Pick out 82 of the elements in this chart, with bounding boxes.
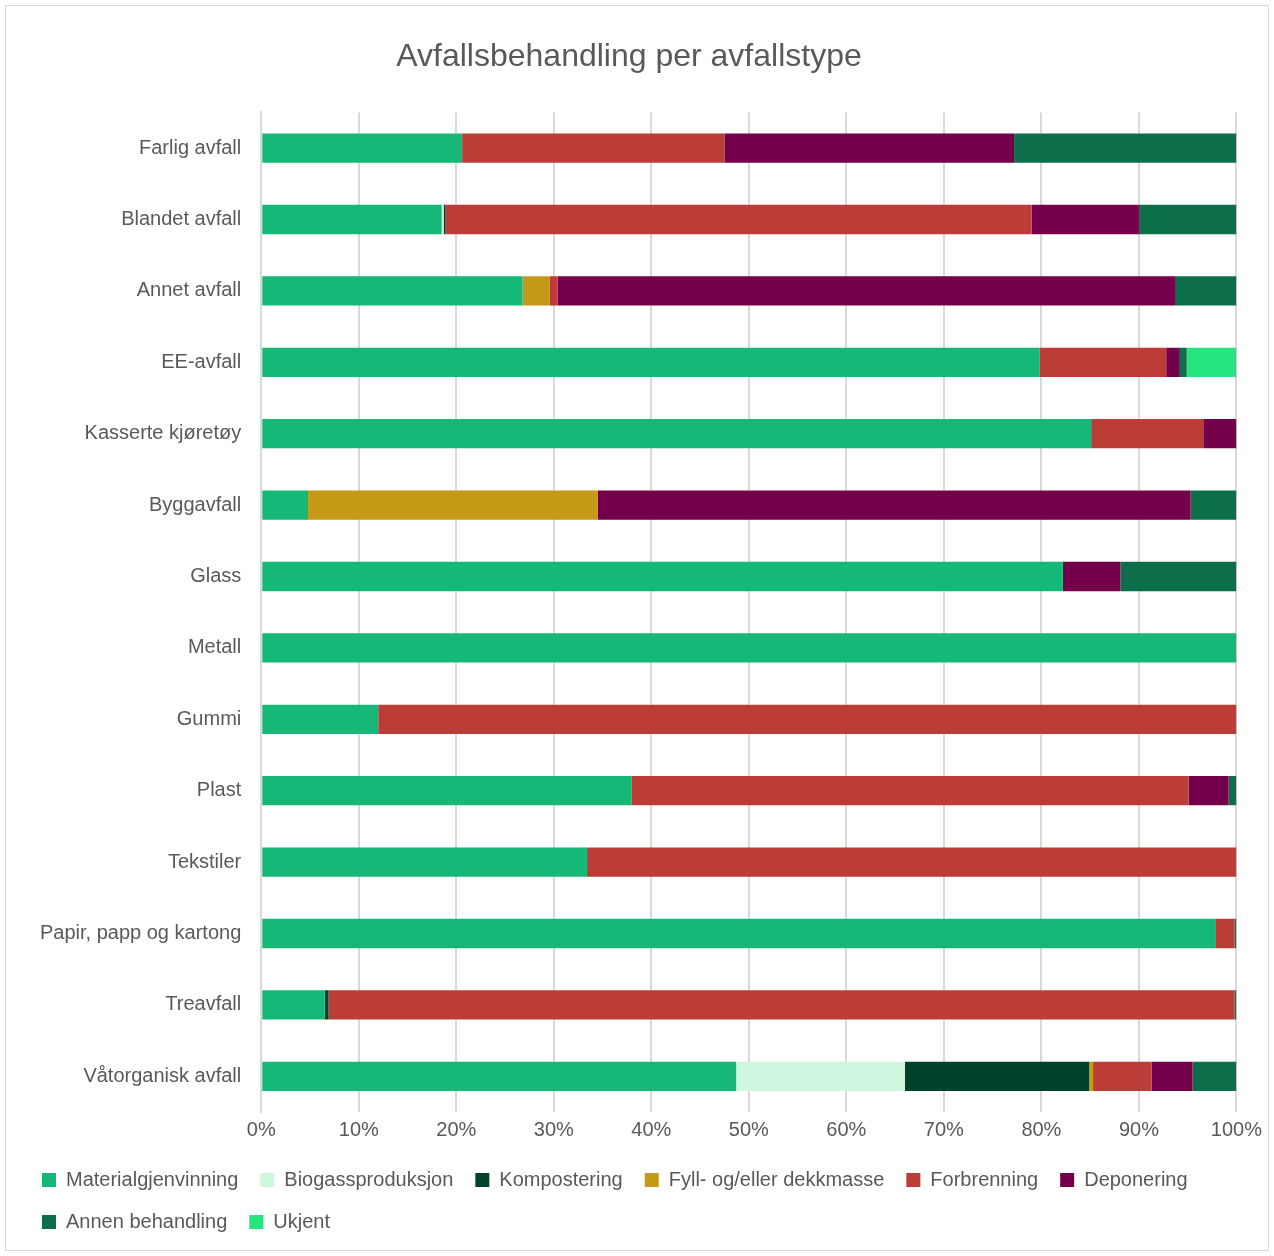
x-tick-label: 100% — [1210, 1117, 1263, 1140]
bar — [597, 490, 1191, 520]
legend-label: Ukjent — [273, 1209, 331, 1232]
y-tick-label: Kasserte kjøretøy — [84, 421, 242, 444]
y-tick-label: Våtorganisk avfall — [83, 1063, 242, 1086]
y-tick-label: Plast — [196, 778, 242, 801]
bar — [586, 847, 1237, 877]
bar — [324, 990, 329, 1020]
x-tick-label: 40% — [631, 1117, 672, 1140]
legend-label: Fyll- og/eller dekkmasse — [668, 1167, 885, 1190]
bar — [1089, 1061, 1094, 1091]
legend-label: Annen behandling — [66, 1209, 228, 1232]
y-tick-label: Gummi — [176, 706, 242, 729]
chart-title: Avfallsbehandling per avfallstype — [396, 37, 862, 74]
bar — [904, 1061, 1090, 1091]
bar — [1120, 561, 1237, 592]
bar — [549, 276, 558, 306]
bar — [1166, 347, 1180, 377]
bar — [1031, 204, 1139, 235]
bar — [308, 490, 598, 520]
bar — [1151, 1061, 1193, 1091]
bar — [262, 704, 379, 734]
x-tick-label: 20% — [436, 1117, 477, 1140]
legend-label: Materialgjenvinning — [66, 1167, 239, 1190]
bar — [262, 918, 1216, 949]
bar — [328, 990, 1235, 1020]
bar — [262, 776, 632, 806]
legend-label: Biogassproduksjon — [284, 1167, 454, 1190]
legend-label: Forbrenning — [930, 1167, 1039, 1190]
bar — [724, 133, 1015, 163]
bar — [1188, 776, 1229, 806]
bar — [1091, 419, 1204, 449]
y-tick-label: Metall — [187, 635, 242, 658]
x-tick-label: 10% — [338, 1117, 380, 1140]
legend-label: Deponering — [1084, 1167, 1188, 1190]
bar — [445, 204, 1032, 235]
bar — [262, 847, 587, 877]
y-tick-label: Byggavfall — [148, 492, 242, 515]
y-tick-label: Tekstiler — [167, 849, 242, 872]
bar — [462, 133, 725, 163]
bar — [262, 419, 1092, 449]
x-tick-label: 90% — [1118, 1117, 1160, 1140]
bar — [1215, 918, 1235, 949]
x-tick-label: 50% — [728, 1117, 770, 1140]
bar — [1039, 347, 1167, 377]
bar — [631, 776, 1189, 806]
y-tick-label: Papir, papp og kartong — [39, 921, 242, 944]
bar — [262, 990, 325, 1020]
bar — [1179, 347, 1187, 377]
bar — [262, 633, 1237, 663]
y-tick-label: Annet avfall — [136, 278, 242, 301]
x-tick-label: 0% — [246, 1117, 276, 1140]
bar — [1190, 490, 1237, 520]
y-tick-label: Glass — [190, 564, 242, 587]
bar — [378, 704, 1237, 734]
bar — [1093, 1061, 1152, 1091]
bar — [522, 276, 550, 306]
bar — [262, 276, 523, 306]
bar — [262, 561, 1063, 592]
y-tick-label: Treavfall — [165, 992, 242, 1015]
bar — [1203, 419, 1237, 449]
y-tick-label: EE-avfall — [161, 349, 242, 372]
x-tick-label: 80% — [1021, 1117, 1062, 1140]
bar — [1014, 133, 1237, 163]
bar — [1138, 204, 1237, 235]
y-tick-label: Farlig avfall — [138, 135, 242, 158]
bar — [557, 276, 1175, 306]
bar — [262, 204, 442, 235]
x-tick-label: 70% — [923, 1117, 965, 1140]
bar — [1062, 561, 1121, 592]
legend-label: Kompostering — [499, 1167, 623, 1190]
bar — [262, 490, 309, 520]
y-tick-label: Blandet avfall — [121, 207, 242, 230]
bar — [1186, 347, 1237, 377]
bar — [262, 347, 1040, 377]
bar — [262, 133, 463, 163]
bar — [1192, 1061, 1237, 1091]
bar — [262, 1061, 737, 1091]
bar — [736, 1061, 905, 1091]
bar — [1174, 276, 1237, 306]
x-tick-label: 30% — [533, 1117, 575, 1140]
x-tick-label: 60% — [826, 1117, 867, 1140]
